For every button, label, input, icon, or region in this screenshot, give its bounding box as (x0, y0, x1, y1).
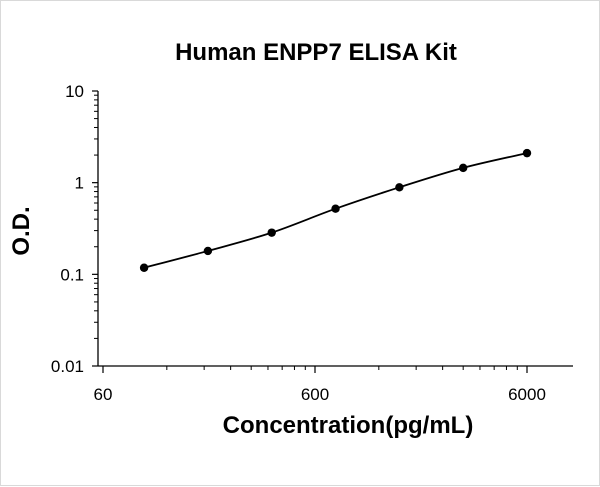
y-tick-label: 0.01 (51, 357, 84, 376)
data-point (267, 228, 276, 237)
x-tick-label: 6000 (508, 385, 546, 404)
x-tick-label: 600 (301, 385, 329, 404)
data-point (395, 183, 404, 192)
data-point (203, 246, 213, 256)
tick-labels: 10 1 0.1 0.01 60 600 6000 (51, 82, 546, 404)
x-tick-label: 60 (94, 385, 113, 404)
y-tick-label: 0.1 (60, 265, 84, 284)
chart-title: Human ENPP7 ELISA Kit (175, 39, 457, 66)
data-point (458, 163, 468, 173)
x-axis-title: Concentration(pg/mL) (222, 412, 474, 439)
data-point (139, 263, 149, 272)
data-points (139, 148, 532, 272)
axis-ticks (92, 90, 528, 373)
data-point (522, 148, 532, 158)
y-tick-label: 1 (75, 174, 84, 193)
data-point (331, 204, 340, 213)
y-tick-label: 10 (65, 82, 84, 101)
